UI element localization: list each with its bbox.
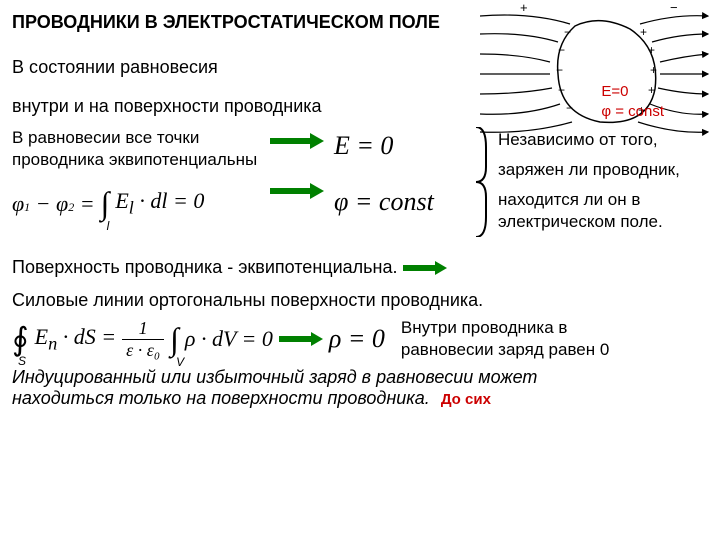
arrow-icon (403, 261, 447, 275)
closed-integral-symbol: ∮ (12, 320, 29, 358)
svg-text:−: − (558, 43, 565, 57)
svg-text:−: − (564, 25, 571, 39)
svg-text:+: + (640, 25, 647, 39)
inside-zero-a: Внутри проводника в (401, 318, 568, 337)
svg-text:+: + (650, 63, 657, 77)
line-surface-equipotential: Поверхность проводника - эквипотенциальн… (12, 257, 397, 278)
eq-phi-const: φ = const (334, 187, 464, 217)
eq-rho-zero: ρ = 0 (329, 324, 385, 354)
final-b: находиться только на поверхности проводн… (12, 388, 430, 408)
right-2: заряжен ли проводник, (498, 159, 708, 181)
equipotential-a: В равновесии все точки (12, 128, 199, 147)
arrow-icon (279, 332, 323, 346)
svg-text:−: − (566, 101, 573, 115)
inside-zero-b: равновесии заряд равен 0 (401, 340, 609, 359)
eq-en-ds: En · dS = (35, 324, 116, 354)
eq-integral-el: El · dl = 0 (115, 188, 204, 218)
right-3a: находится ли он в (498, 190, 640, 209)
svg-text:−: − (558, 83, 565, 97)
svg-text:−: − (670, 4, 678, 15)
arrow-icon (270, 183, 324, 199)
equipotential-b: проводника эквипотенциальны (12, 150, 257, 169)
tail-text: До сих (441, 391, 491, 408)
final-a: Индуцированный или избыточный заряд в ра… (12, 367, 537, 387)
right-3b: электрическом поле. (498, 212, 663, 231)
eq-rho-dv: ρ · dV = 0 (185, 326, 273, 352)
svg-text:+: + (520, 4, 528, 15)
line-orthogonal: Силовые линии ортогональны поверхности п… (12, 290, 708, 311)
diagram-phi-const: φ = const (601, 103, 664, 120)
arrow-icon (270, 133, 324, 149)
svg-text:−: − (556, 63, 563, 77)
integral-symbol: ∫ (101, 185, 110, 222)
eq-phi-diff: φ1 − φ2 = (12, 191, 95, 217)
svg-text:+: + (648, 43, 655, 57)
eq-frac: 1 ε · ε₀ (122, 318, 164, 361)
integral-symbol: ∫ (170, 321, 179, 358)
eq-e-zero: E = 0 (334, 131, 464, 161)
diagram-label: E=0 φ = const (601, 82, 664, 121)
diagram-e-zero: E=0 (601, 83, 628, 100)
field-diagram: −−− −− +++ ++ +− (480, 4, 710, 144)
